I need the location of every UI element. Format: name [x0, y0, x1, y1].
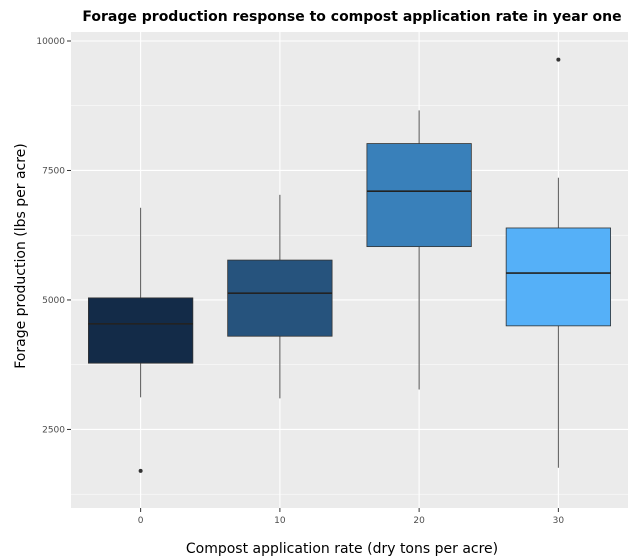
- y-tick-label: 10000: [36, 37, 65, 47]
- grid-minor: [71, 105, 628, 495]
- box-iqr: [505, 227, 611, 327]
- box-series: [88, 57, 611, 473]
- outlier-point: [138, 468, 143, 473]
- x-tick-label: 20: [413, 516, 425, 526]
- y-tick-label: 7500: [42, 166, 65, 176]
- box-20: [366, 110, 472, 390]
- y-axis-title: Forage production (lbs per acre): [13, 143, 29, 369]
- outlier-point: [556, 57, 561, 62]
- chart-title: Forage production response to compost ap…: [82, 9, 621, 25]
- x-tick-label: 10: [274, 516, 286, 526]
- box-30: [505, 57, 611, 468]
- box-iqr: [88, 297, 194, 364]
- x-axis-ticks: 0 10 20 30: [138, 508, 565, 526]
- box-10: [227, 194, 333, 399]
- x-tick-label: 0: [138, 516, 144, 526]
- box-0: [88, 207, 194, 473]
- box-iqr: [366, 143, 472, 248]
- x-tick-label: 30: [553, 516, 565, 526]
- y-axis-ticks: 2500 5000 7500 10000: [36, 37, 71, 435]
- x-axis-title: Compost application rate (dry tons per a…: [186, 541, 498, 557]
- box-iqr: [227, 259, 333, 337]
- y-tick-label: 2500: [42, 425, 65, 435]
- y-tick-label: 5000: [42, 296, 65, 306]
